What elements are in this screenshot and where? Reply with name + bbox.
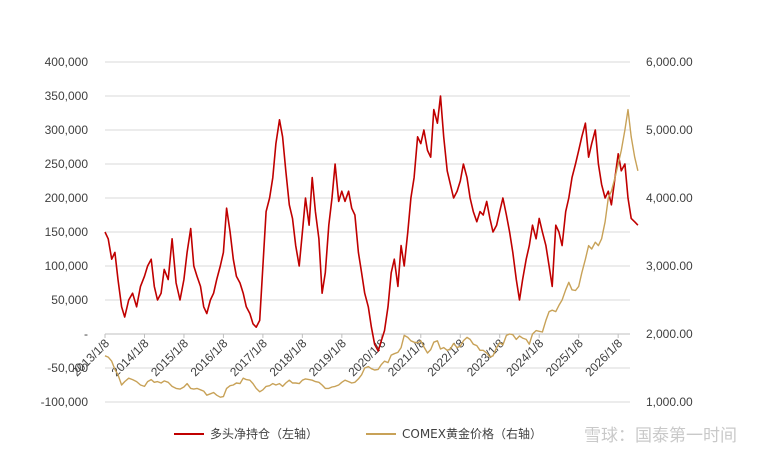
x-tick-label: 2018/1/8 [267,336,310,379]
left-axis-ticks: 400,000 350,000 300,000 250,000 200,000 150,0… [41,55,89,409]
x-axis-ticks: 2013/1/82014/1/82015/1/82016/1/82017/1/8… [69,334,626,379]
legend-label: COMEX黄金价格（右轴） [402,426,542,441]
left-tick-label: -50,000 [47,361,88,375]
series-line-gold-price [104,108,639,398]
right-tick-label: 3,000.00 [646,259,693,273]
right-axis-ticks: 6,000.00 5,000.00 4,000.00 3,000.00 2,000.00… [646,55,693,409]
series-lines [104,95,639,398]
x-tick-label: 2022/1/8 [424,336,467,379]
left-tick-label: 350,000 [45,89,89,103]
x-tick-label: 2020/1/8 [346,336,389,379]
x-tick-label: 2024/1/8 [503,336,546,379]
right-tick-label: 5,000.00 [646,123,693,137]
left-tick-label: 100,000 [45,259,89,273]
legend-label: 多头净持仓（左轴） [210,426,318,441]
x-tick-label: 2025/1/8 [543,336,586,379]
left-tick-label: 50,000 [51,293,88,307]
left-tick-label: 250,000 [45,157,89,171]
left-tick-label: 150,000 [45,225,89,239]
right-tick-label: 6,000.00 [646,55,693,69]
left-tick-label: 200,000 [45,191,89,205]
left-tick-label: 300,000 [45,123,89,137]
series-line-net-long [104,95,639,352]
right-tick-label: 2,000.00 [646,327,693,341]
x-tick-label: 2013/1/8 [69,336,112,379]
legend: 多头净持仓（左轴） COMEX黄金价格（右轴） [174,426,542,441]
left-tick-label: 400,000 [45,55,89,69]
x-tick-label: 2014/1/8 [109,336,152,379]
gridlines [105,61,630,403]
watermark: 雪球：国泰第一时间 [584,426,737,446]
left-tick-label: -100,000 [41,395,89,409]
x-tick-label: 2026/1/8 [582,336,625,379]
x-tick-label: 2017/1/8 [227,336,270,379]
right-tick-label: 4,000.00 [646,191,693,205]
x-tick-label: 2015/1/8 [148,336,191,379]
x-tick-label: 2016/1/8 [188,336,231,379]
x-tick-label: 2023/1/8 [464,336,507,379]
left-tick-label: - [84,327,88,341]
x-tick-label: 2019/1/8 [306,336,349,379]
right-tick-label: 1,000.00 [646,395,693,409]
